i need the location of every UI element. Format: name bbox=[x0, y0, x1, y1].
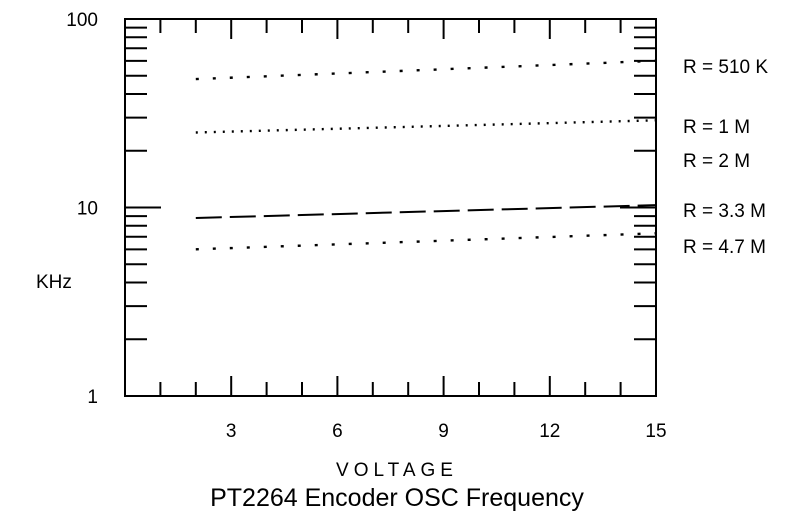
x-axis-label: VOLTAGE bbox=[336, 460, 458, 481]
legend-label: R = 2 M bbox=[683, 151, 750, 172]
legend-label: R = 3.3 M bbox=[683, 201, 766, 222]
legend-label: R = 4.7 M bbox=[683, 237, 766, 258]
x-ticks: 3 6 9 12 15 bbox=[226, 421, 667, 442]
series-lines bbox=[195, 59, 657, 251]
minor-ticks bbox=[125, 19, 656, 396]
series-line bbox=[195, 59, 657, 81]
y-ticks: 1 10 100 bbox=[66, 10, 656, 408]
series-line bbox=[195, 204, 657, 219]
chart-title: PT2264 Encoder OSC Frequency bbox=[210, 484, 584, 512]
y-tick-label: 1 bbox=[87, 387, 98, 408]
x-tick-label: 15 bbox=[645, 421, 666, 442]
legend-label: R = 1 M bbox=[683, 117, 750, 138]
legend-label: R = 510 K bbox=[683, 57, 768, 78]
legend: R = 510 K R = 1 M R = 2 M R = 3.3 M R = 4.7 … bbox=[683, 57, 768, 258]
series-line bbox=[195, 119, 657, 134]
x-tick-label: 9 bbox=[438, 421, 449, 442]
x-tick-label: 12 bbox=[539, 421, 560, 442]
y-tick-label: 10 bbox=[77, 199, 98, 220]
x-tick-label: 6 bbox=[332, 421, 343, 442]
series-line bbox=[195, 232, 657, 251]
x-tick-label: 3 bbox=[226, 421, 237, 442]
y-axis-label: KHz bbox=[36, 272, 72, 293]
y-tick-label: 100 bbox=[66, 10, 98, 31]
